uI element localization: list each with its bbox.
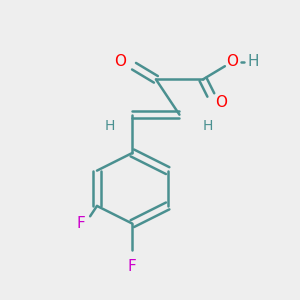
Text: H: H (247, 54, 259, 69)
Text: O: O (114, 54, 126, 69)
Text: F: F (128, 259, 137, 274)
Text: H: H (203, 119, 213, 134)
Text: F: F (76, 216, 85, 231)
Text: H: H (104, 119, 115, 134)
Text: O: O (215, 95, 227, 110)
Text: O: O (226, 54, 238, 69)
